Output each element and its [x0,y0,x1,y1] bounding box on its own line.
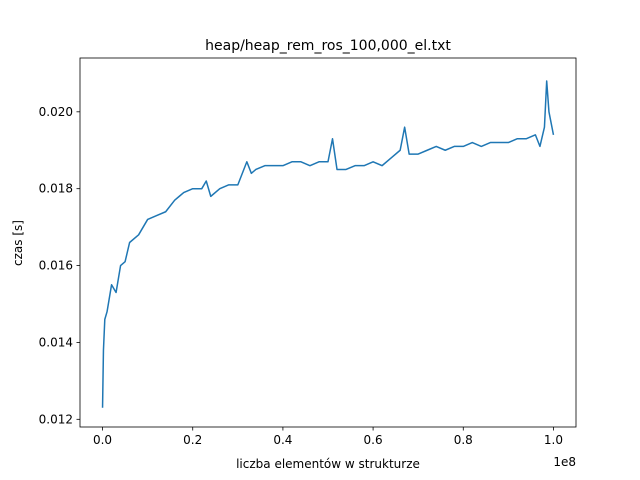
plot-area: 0.0 0.2 0.4 0.6 0.8 1.0 0.012 0.014 0.016 0.018 0.… [39,57,577,447]
y-tick-label: 0.016 [39,259,73,273]
x-tick-label: 0.2 [183,433,202,447]
axes-frame [79,57,577,428]
x-tick-label: 0.8 [454,433,473,447]
x-axis-offset-text: 1e8 [553,455,576,469]
y-axis-label: czas [s] [11,220,25,266]
x-axis-label: liczba elementów w strukturze [236,457,420,471]
x-tick-label: 1.0 [544,433,563,447]
y-tick-label: 0.018 [39,182,73,196]
x-tick-label: 0.6 [364,433,383,447]
x-tick-label: 0.4 [273,433,292,447]
y-tick-label: 0.014 [39,335,73,349]
y-tick-label: 0.020 [39,105,73,119]
chart-title: heap/heap_rem_ros_100,000_el.txt [205,38,451,54]
x-tick-label: 0.0 [93,433,112,447]
y-tick-label: 0.012 [39,412,73,426]
data-series-line [101,80,555,408]
